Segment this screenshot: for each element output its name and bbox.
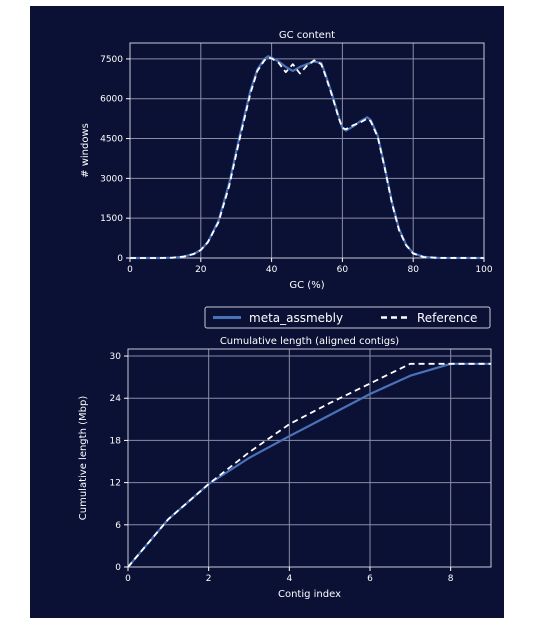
gc-axes-frame xyxy=(129,42,485,259)
gc-y-tick-label: 4500 xyxy=(100,135,123,145)
gc-y-tick-label: 0 xyxy=(117,254,123,264)
legend-label-reference: Reference xyxy=(417,311,477,325)
gc-y-tick-label: 7500 xyxy=(100,55,123,65)
side-label-coverage: 基 因 组 覆 盖 度 一 致 性 结 果 xyxy=(6,345,24,555)
gc-content-chart: 0 20 40 60 80 100 0 1500 3000 4500 6000 7500 GC cont… xyxy=(80,30,493,291)
cum-y-tick-label: 24 xyxy=(110,394,122,404)
gc-x-tick-label: 0 xyxy=(127,265,133,275)
cum-axes-frame xyxy=(127,348,492,568)
cum-y-axis-label: Cumulative length (Mbp) xyxy=(78,396,89,521)
legend-box xyxy=(204,306,491,329)
cum-series-meta-line xyxy=(127,362,491,568)
cum-y-tick-label: 30 xyxy=(110,352,122,362)
gc-y-tick-label: 3000 xyxy=(100,174,123,184)
side-label-gc: G C 含 量 一 致 性 结 果 xyxy=(6,65,24,237)
gc-y-tick-label: 6000 xyxy=(100,95,123,105)
cum-y-tick-label: 6 xyxy=(115,521,121,531)
cum-title: Cumulative length (aligned contigs) xyxy=(220,336,399,347)
gc-x-tick-label: 40 xyxy=(266,265,278,275)
gc-plot-area xyxy=(130,43,484,258)
gc-x-axis-label: GC (%) xyxy=(289,280,324,291)
cum-x-tick-label: 6 xyxy=(367,574,373,584)
cum-plot-area xyxy=(128,349,491,567)
cum-y-tick-label: 18 xyxy=(110,436,122,446)
cum-series-reference-line xyxy=(127,362,491,568)
cum-x-tick-label: 4 xyxy=(286,574,292,584)
legend-label-meta: meta_assmebly xyxy=(249,311,343,325)
cum-x-axis-label: Contig index xyxy=(278,589,341,600)
cum-y-tick-label: 12 xyxy=(110,479,121,489)
cum-x-tick-label: 8 xyxy=(448,574,454,584)
cum-x-tick-label: 0 xyxy=(125,574,131,584)
cum-legend: meta_assmebly Reference xyxy=(204,306,491,329)
gc-title: GC content xyxy=(279,30,335,41)
gc-y-axis-label: # windows xyxy=(80,123,91,178)
gc-x-tick-label: 60 xyxy=(337,265,349,275)
gc-x-tick-label: 80 xyxy=(407,265,419,275)
cum-x-tick-label: 2 xyxy=(206,574,212,584)
gc-series-reference-line xyxy=(130,56,485,259)
gc-x-tick-label: 20 xyxy=(195,265,207,275)
gc-x-tick-label: 100 xyxy=(475,265,492,275)
cum-y-tick-label: 0 xyxy=(115,563,121,573)
gc-y-tick-label: 1500 xyxy=(100,214,123,224)
